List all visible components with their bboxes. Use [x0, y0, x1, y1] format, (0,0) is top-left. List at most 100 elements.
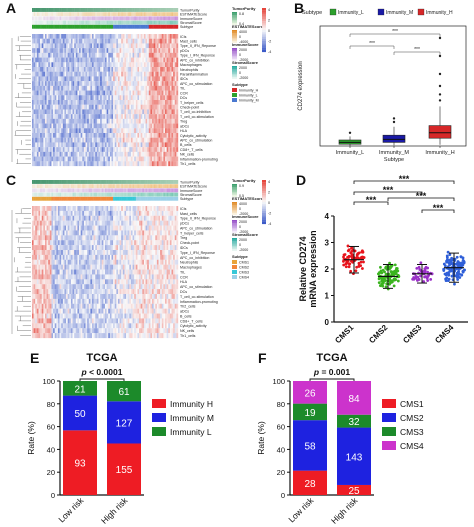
heatmap-cell: [83, 123, 86, 129]
heatmap-cell: [135, 85, 138, 91]
heatmap-cell: [61, 109, 64, 115]
heatmap-cell: [160, 100, 162, 105]
heatmap-cell: [140, 142, 143, 148]
heatmap-cell: [88, 259, 91, 265]
heatmap-cell: [166, 254, 169, 260]
heatmap-cell: [161, 85, 164, 91]
heatmap-cell: [85, 161, 88, 167]
heatmap-cell: [169, 67, 172, 72]
heatmap-cell: [147, 57, 149, 63]
annotation-cell: [143, 188, 146, 193]
heatmap-cell: [77, 206, 80, 211]
heatmap-cell: [51, 210, 54, 216]
heatmap-cell: [168, 156, 171, 162]
heatmap-cell: [48, 250, 51, 255]
heatmap-cell: [93, 109, 96, 115]
heatmap-cell: [165, 250, 167, 255]
heatmap-cell: [173, 274, 175, 280]
heatmap-cells: [32, 206, 179, 339]
annotation-cell: [98, 16, 101, 21]
heatmap-cell: [75, 100, 78, 105]
heatmap-cell: [100, 100, 102, 105]
heatmap-cell: [49, 250, 52, 255]
heatmap-cell: [35, 90, 38, 96]
heatmap-cell: [137, 210, 140, 216]
heatmap-cell: [53, 76, 55, 82]
heatmap-cell: [41, 240, 44, 246]
colorscale-swatch: [262, 47, 266, 50]
heatmap-cell: [51, 81, 54, 86]
heatmap-cell: [163, 245, 166, 251]
panel-label-e: E: [30, 350, 40, 366]
heatmap-cell: [101, 128, 104, 134]
heatmap-cell: [57, 133, 60, 138]
heatmap-cell: [116, 81, 119, 86]
heatmap-cell: [90, 76, 93, 82]
heatmap-cell: [176, 43, 179, 49]
heatmap-cell: [142, 245, 145, 251]
heatmap-cell: [176, 254, 179, 260]
estimate-legend-swatch: [232, 34, 237, 37]
heatmap-cell: [44, 43, 47, 49]
stromal-legend-swatch: [232, 67, 237, 70]
heatmap-cell: [109, 254, 112, 260]
heatmap-cell: [105, 240, 107, 246]
heatmap-cell: [100, 161, 102, 167]
heatmap-cell: [111, 62, 114, 68]
heatmap-cell: [150, 81, 153, 86]
heatmap-cell: [93, 67, 96, 72]
heatmap-cell: [54, 269, 57, 275]
heatmap-cell: [98, 225, 101, 231]
heatmap-cell: [44, 67, 47, 72]
heatmap-cell: [143, 264, 146, 270]
heatmap-cell: [106, 123, 109, 129]
annotation-cell: [32, 20, 34, 25]
heatmap-cell: [114, 156, 117, 162]
heatmap-cell: [119, 142, 122, 148]
heatmap-cell: [90, 67, 93, 72]
heatmap-cell: [129, 62, 132, 68]
heatmap-cell: [129, 128, 132, 134]
estimate-legend-swatch: [232, 31, 237, 34]
annotation-cell: [72, 12, 75, 17]
heatmap-cell: [142, 259, 145, 265]
heatmap-cell: [108, 114, 111, 119]
heatmap-cell: [61, 161, 64, 167]
heatmap-cell: [79, 100, 81, 105]
annotation-cell: [69, 20, 72, 25]
heatmap-cell: [140, 147, 143, 152]
heatmap-cell: [103, 230, 106, 236]
heatmap-cell: [165, 95, 167, 101]
heatmap-cell: [109, 104, 112, 110]
heatmap-cell: [143, 109, 146, 115]
annotation-cell: [139, 8, 141, 12]
heatmap-cell: [46, 43, 49, 49]
heatmap-cell: [56, 104, 59, 110]
annotation-cell: [119, 8, 122, 12]
heatmap-cell: [156, 67, 159, 72]
annotation-cell: [72, 24, 75, 29]
heatmap-cell: [168, 100, 171, 105]
heatmap-cell: [168, 220, 171, 226]
heatmap-cell: [80, 230, 83, 236]
annotation-cell: [40, 184, 42, 189]
annotation-cell: [38, 188, 41, 193]
heatmap-cell: [67, 161, 70, 167]
heatmap-cell: [105, 133, 107, 138]
heatmap-cell: [174, 151, 177, 157]
heatmap-cell: [90, 264, 93, 270]
heatmap-cell: [150, 48, 153, 53]
heatmap-cell: [174, 104, 177, 110]
heatmap-cell: [88, 48, 91, 53]
heatmap-cell: [169, 114, 172, 119]
heatmap-cell: [152, 109, 154, 115]
annotation-cell: [134, 180, 137, 184]
stromal-legend-tick: 0: [239, 71, 241, 75]
heatmap-cell: [165, 274, 167, 280]
heatmap-cell: [137, 109, 140, 115]
heatmap-cell: [59, 274, 62, 280]
annotation-cell: [40, 24, 42, 29]
heatmap-row-label: Check-point: [180, 105, 199, 109]
heatmap-cell: [108, 100, 111, 105]
annotation-cell: [93, 180, 96, 184]
